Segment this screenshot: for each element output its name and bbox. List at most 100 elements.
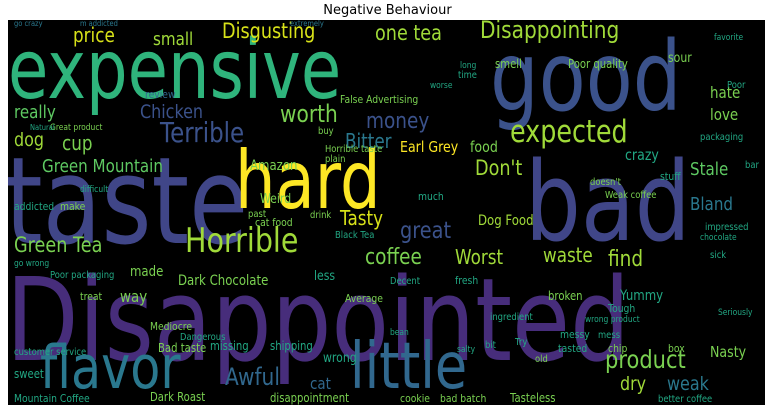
cloud-word: bad batch — [440, 393, 486, 405]
cloud-word: Average — [345, 293, 383, 305]
cloud-word: cookie — [400, 393, 430, 405]
cloud-word: Horrible — [185, 222, 298, 261]
cloud-word: smell — [495, 57, 522, 71]
cloud-word: wrong — [323, 350, 357, 365]
cloud-word: m addicted — [80, 20, 118, 28]
cloud-word: Weird — [260, 191, 291, 206]
cloud-word: time — [458, 69, 477, 81]
cloud-word: stuff — [660, 171, 682, 183]
cloud-word: Natural — [30, 122, 55, 132]
cloud-word: Worst — [455, 247, 503, 270]
cloud-background — [8, 20, 765, 405]
cloud-word: Bitter — [345, 131, 392, 154]
cloud-word: disappointment — [270, 391, 350, 405]
cloud-word: made — [130, 264, 163, 280]
cloud-word: hard — [235, 135, 381, 228]
cloud-word: cup — [62, 133, 93, 156]
figure-title: Negative Behaviour — [323, 3, 452, 18]
cloud-word: Great product — [50, 121, 103, 132]
cloud-word: fresh — [455, 275, 478, 287]
cloud-word: Seriously — [718, 306, 753, 317]
cloud-word: really — [14, 102, 56, 123]
cloud-word: Decent — [390, 275, 420, 287]
cloud-word: bad — [525, 140, 691, 267]
cloud-word: past — [248, 208, 266, 220]
cloud-word: way — [120, 288, 147, 306]
cloud-word: Black Tea — [335, 229, 374, 241]
cloud-word: missing — [210, 339, 249, 353]
cloud-word: tasted — [558, 343, 587, 355]
cloud-word: favorite — [714, 31, 743, 42]
cloud-word: Bad taste — [158, 341, 206, 355]
cloud-word: love — [710, 106, 738, 124]
cloud-word: Disgusting — [222, 20, 315, 43]
cloud-word: Tasty — [339, 208, 383, 231]
cloud-word: Green Mountain — [42, 156, 163, 177]
cloud-word: plain — [325, 153, 346, 165]
cloud-word: Tough — [607, 303, 635, 315]
cloud-word: Poor quality — [568, 57, 628, 71]
cloud-word: Terrible — [159, 117, 244, 150]
cloud-word: impressed — [705, 221, 749, 233]
cloud-word: Dark Chocolate — [178, 273, 268, 289]
cloud-word: customer service — [14, 346, 86, 358]
cloud-word: salty — [457, 343, 475, 354]
cloud-word: Poor — [727, 79, 746, 91]
cloud-word: shipping — [270, 339, 313, 353]
cloud-word: bar — [745, 159, 759, 171]
cloud-word: box — [668, 343, 685, 355]
cloud-word: product — [605, 346, 686, 374]
cloud-word: broken — [548, 289, 583, 303]
cloud-word: messy — [560, 329, 590, 341]
cloud-word: Stale — [690, 159, 728, 180]
cloud-word: better coffee — [658, 393, 712, 405]
cloud-word: old — [535, 353, 548, 365]
cloud-word: difficult — [80, 183, 109, 194]
cloud-word: Weak coffee — [605, 189, 657, 201]
cloud-word: Horrible taste — [325, 143, 383, 155]
cloud-word: expensive — [8, 22, 341, 118]
cloud-word: flavor — [40, 332, 181, 402]
cloud-word: Mountain Coffee — [14, 393, 90, 405]
cloud-word: cat food — [255, 217, 293, 229]
cloud-word: sour — [668, 50, 692, 65]
cloud-word: doesn't — [590, 176, 621, 188]
cloud-word: chip — [608, 343, 627, 355]
cloud-word: weak — [667, 374, 710, 396]
cloud-word: cat — [310, 375, 331, 393]
word-cloud-canvas: Disappointed expensive good taste bad hard lit… — [8, 20, 765, 405]
cloud-word: Dangerous — [180, 331, 226, 343]
cloud-word: Dog Food — [478, 213, 534, 229]
cloud-word: crazy — [625, 147, 659, 164]
cloud-word: Don't — [475, 156, 523, 181]
cloud-word: little — [350, 329, 467, 403]
cloud-word: great — [400, 217, 451, 244]
cloud-word: False Advertising — [340, 94, 418, 106]
cloud-word: hate — [710, 84, 740, 102]
cloud-word: waste — [543, 245, 593, 268]
cloud-word: bean — [390, 326, 409, 337]
cloud-word: Poor packaging — [50, 269, 114, 281]
cloud-word: worth — [280, 100, 338, 128]
word-cloud-svg: Disappointed expensive good taste bad hard lit… — [8, 20, 765, 405]
cloud-word: one tea — [375, 21, 442, 46]
cloud-word: long — [460, 59, 476, 70]
cloud-word: go wrong — [14, 257, 49, 268]
cloud-word: taste — [8, 131, 248, 271]
cloud-word: dry — [620, 374, 646, 396]
cloud-word: Disappointed — [8, 253, 630, 388]
cloud-word: go crazy — [14, 20, 43, 28]
cloud-word: Nasty — [710, 344, 746, 361]
cloud-word: small — [153, 29, 193, 50]
cloud-word: sick — [710, 249, 727, 261]
cloud-word: buy — [318, 125, 334, 137]
cloud-word: bit — [485, 339, 496, 351]
cloud-word: packaging — [700, 131, 743, 143]
cloud-word: expected — [510, 114, 628, 150]
cloud-word: Amazon — [250, 158, 297, 174]
cloud-word: Green Tea — [14, 233, 102, 258]
cloud-word: extremely — [290, 20, 324, 28]
cloud-word: coffee — [365, 243, 422, 269]
cloud-word: much — [418, 191, 444, 203]
cloud-word: Try — [514, 336, 528, 348]
